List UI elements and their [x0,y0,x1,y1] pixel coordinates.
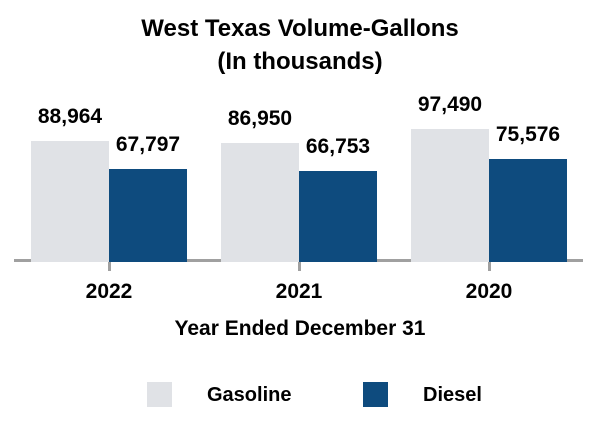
bar-value-label-diesel-2022: 67,797 [115,133,181,156]
legend-label-diesel: Diesel [423,384,482,406]
chart-title-line1: West Texas Volume-Gallons [141,15,459,42]
bar-diesel-2021 [299,171,377,262]
bar-value-label-diesel-2020: 75,576 [495,123,561,146]
x-tick-label-2020: 2020 [465,280,513,303]
bar-value-label-diesel-2021: 66,753 [305,135,371,158]
legend-label-gasoline: Gasoline [207,384,292,406]
x-tick-label-2022: 2022 [85,280,133,303]
bar-gasoline-2021 [221,143,299,262]
x-axis-tick-2022 [108,262,111,271]
chart-title-line2: (In thousands) [217,48,383,75]
legend-swatch-gasoline [147,382,172,407]
x-tick-label-2021: 2021 [275,280,323,303]
bar-gasoline-2020 [411,129,489,262]
bar-diesel-2020 [489,159,567,262]
bar-value-label-gasoline-2020: 97,490 [417,93,483,116]
bar-value-label-gasoline-2022: 88,964 [37,105,103,128]
chart-title: West Texas Volume-Gallons (In thousands) [0,12,600,78]
bar-gasoline-2022 [31,141,109,262]
legend-swatch-diesel [363,382,388,407]
x-axis-tick-2020 [488,262,491,271]
bar-value-label-gasoline-2021: 86,950 [227,107,293,130]
x-axis-title: Year Ended December 31 [174,317,426,340]
x-axis-tick-2021 [298,262,301,271]
bar-diesel-2022 [109,169,187,262]
